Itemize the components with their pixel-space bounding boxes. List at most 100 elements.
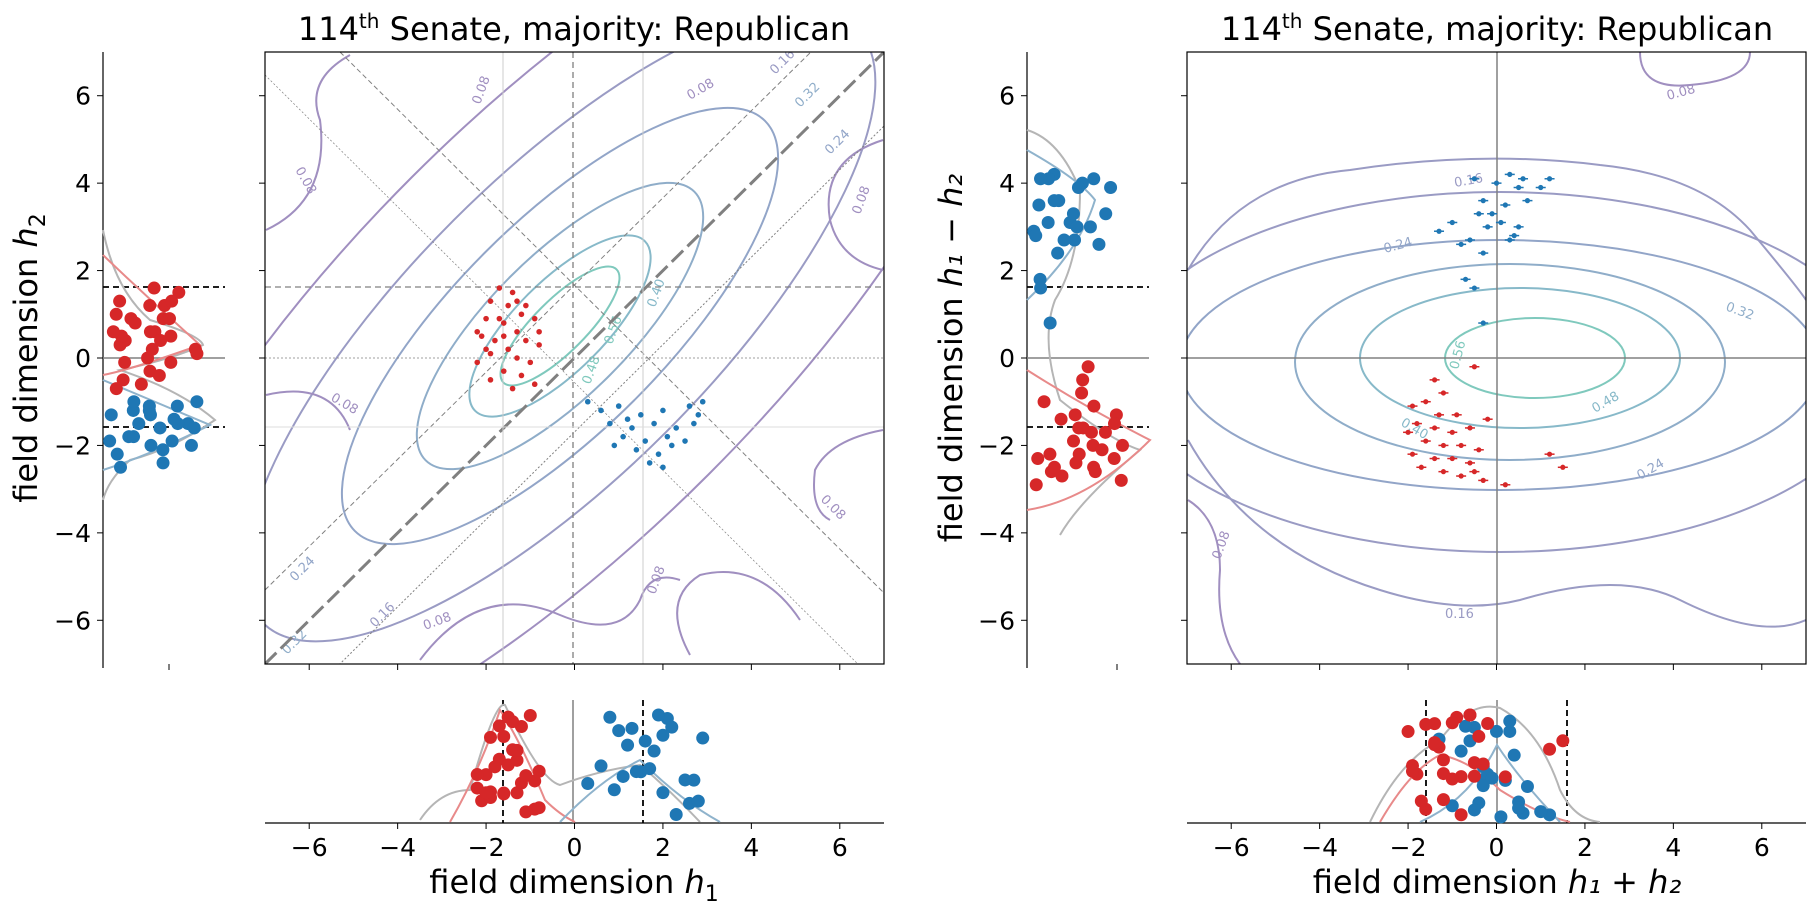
data-point	[691, 420, 697, 427]
data-point	[514, 298, 520, 304]
svg-text:0.32: 0.32	[279, 627, 310, 658]
marginal-point	[154, 334, 168, 348]
marginal-point	[1467, 803, 1481, 817]
marginal-point	[156, 456, 170, 470]
marginal-point	[1445, 716, 1459, 730]
data-point	[1493, 180, 1500, 186]
marginal-point	[479, 786, 493, 800]
y-tick-label: 2	[999, 257, 1015, 286]
data-point	[509, 385, 516, 392]
data-point	[1516, 224, 1522, 230]
marginal-point	[1490, 724, 1503, 738]
marginal-point	[1108, 417, 1122, 431]
left-contour-labels: 0.08 0.08 0.08 0.08 0.08 0.08 0.08 0.08 …	[279, 52, 873, 658]
marginal-point	[1485, 771, 1499, 785]
y-tick-label: 4	[999, 169, 1015, 198]
marginal-point	[1087, 172, 1101, 186]
marginal-point	[1507, 748, 1521, 762]
data-point	[1511, 233, 1517, 239]
data-point	[531, 381, 538, 388]
marginal-point	[1463, 708, 1477, 722]
data-point	[638, 412, 644, 418]
marginal-point	[1454, 808, 1468, 822]
data-point	[518, 372, 525, 379]
marginal-point	[1088, 465, 1102, 479]
x-tick-label: −4	[379, 833, 416, 862]
svg-text:0.16: 0.16	[367, 600, 398, 631]
marginal-point	[1076, 373, 1090, 387]
marginal-point	[124, 312, 138, 326]
marginal-point	[643, 762, 657, 776]
data-point	[668, 442, 675, 449]
marginal-point	[113, 294, 127, 308]
right-ylabel: field dimension h₁ − h₂	[932, 174, 970, 543]
marginal-point	[1029, 229, 1043, 243]
marginal-point	[147, 281, 161, 295]
left-x-marginal: −6 −4 −2 0 2 4 6 field dimension h1	[265, 664, 884, 907]
marginal-point	[510, 753, 524, 767]
marginal-point	[1070, 220, 1084, 234]
marginal-point	[170, 399, 184, 413]
data-point	[1520, 176, 1526, 182]
left-title-sup: th	[359, 9, 380, 33]
svg-text:0.08: 0.08	[1210, 529, 1234, 561]
x-tick-label: 2	[1577, 833, 1593, 862]
svg-text:0.32: 0.32	[792, 80, 823, 111]
marginal-point	[1099, 207, 1113, 221]
marginal-point	[145, 342, 159, 356]
marginal-point	[134, 377, 148, 391]
data-point	[1467, 425, 1473, 431]
svg-text:0.48: 0.48	[580, 354, 604, 386]
marginal-point	[187, 421, 201, 435]
left-xlabel: field dimension h1	[429, 863, 718, 907]
marginal-point	[1114, 473, 1128, 487]
data-point	[500, 368, 507, 374]
marginal-point	[165, 294, 179, 308]
svg-text:0.32: 0.32	[1724, 300, 1756, 324]
marginal-point	[612, 724, 626, 738]
marginal-point	[1043, 447, 1057, 461]
marginal-point	[103, 434, 117, 448]
data-point	[1418, 464, 1424, 470]
data-point	[1560, 464, 1566, 470]
data-point	[695, 412, 702, 418]
marginal-point	[1454, 744, 1468, 758]
data-point	[620, 433, 626, 440]
marginal-point	[1075, 386, 1089, 400]
data-point	[496, 285, 503, 291]
marginal-point	[691, 794, 705, 808]
marginal-point	[104, 408, 118, 422]
marginal-point	[1047, 194, 1061, 208]
marginal-point	[506, 715, 520, 729]
data-point	[1409, 403, 1416, 409]
x-tick-label: −4	[1301, 833, 1338, 862]
marginal-point	[1041, 215, 1055, 229]
data-point	[1485, 224, 1491, 230]
data-point	[1485, 416, 1491, 422]
data-point	[1489, 211, 1495, 217]
marginal-point	[519, 769, 533, 783]
marginal-point	[532, 801, 546, 815]
svg-text:0.08: 0.08	[292, 165, 319, 198]
left-ylabel: field dimension h2	[7, 213, 51, 502]
marginal-point	[1467, 769, 1481, 783]
marginal-point	[1494, 810, 1508, 824]
svg-text:0.40: 0.40	[645, 277, 669, 309]
marginal-point	[581, 777, 595, 791]
data-point	[673, 425, 679, 431]
left-contours	[265, 52, 884, 664]
marginal-point	[497, 730, 511, 744]
marginal-point	[1498, 770, 1512, 784]
marginal-point	[1029, 478, 1043, 492]
marginal-point	[519, 805, 533, 819]
data-point	[1507, 237, 1513, 243]
data-point	[523, 337, 529, 344]
right-x-marginal: −6 −4 −2 0 2 4 6 field dimension h₁ + h₂	[1187, 664, 1806, 901]
marginal-point	[1405, 764, 1419, 778]
marginal-point	[656, 728, 670, 742]
svg-text:0.08: 0.08	[470, 74, 494, 106]
data-point	[531, 315, 538, 322]
marginal-point	[1104, 181, 1118, 195]
data-point	[487, 298, 494, 304]
